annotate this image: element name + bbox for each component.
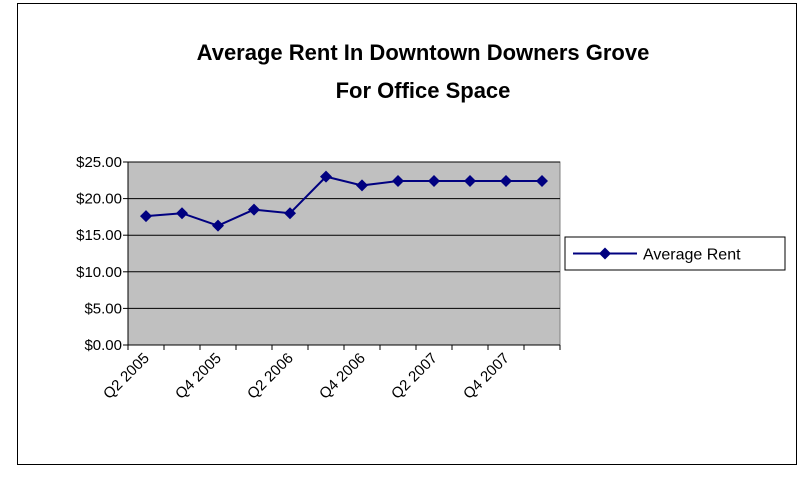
marker — [176, 207, 188, 220]
marker — [320, 170, 332, 183]
y-tick-label: $25.00 — [76, 154, 122, 171]
marker — [464, 175, 476, 188]
marker — [500, 175, 512, 188]
marker — [140, 210, 152, 223]
y-tick-label: $20.00 — [76, 191, 122, 208]
marker — [536, 175, 548, 188]
marker — [284, 207, 296, 220]
chart-title: Average Rent In Downtown Downers Grove — [197, 40, 650, 65]
marker — [356, 179, 368, 192]
marker — [248, 203, 260, 216]
marker — [428, 175, 440, 188]
legend-label: Average Rent — [643, 247, 741, 264]
y-tick-label: $0.00 — [84, 337, 122, 354]
legend-marker — [599, 247, 611, 260]
chart-title: For Office Space — [336, 78, 511, 103]
y-tick-label: $10.00 — [76, 264, 122, 281]
y-tick-label: $15.00 — [76, 227, 122, 244]
y-tick-label: $5.00 — [84, 300, 122, 317]
marker — [392, 175, 404, 188]
plot-area — [127, 161, 561, 346]
marker — [212, 219, 224, 232]
